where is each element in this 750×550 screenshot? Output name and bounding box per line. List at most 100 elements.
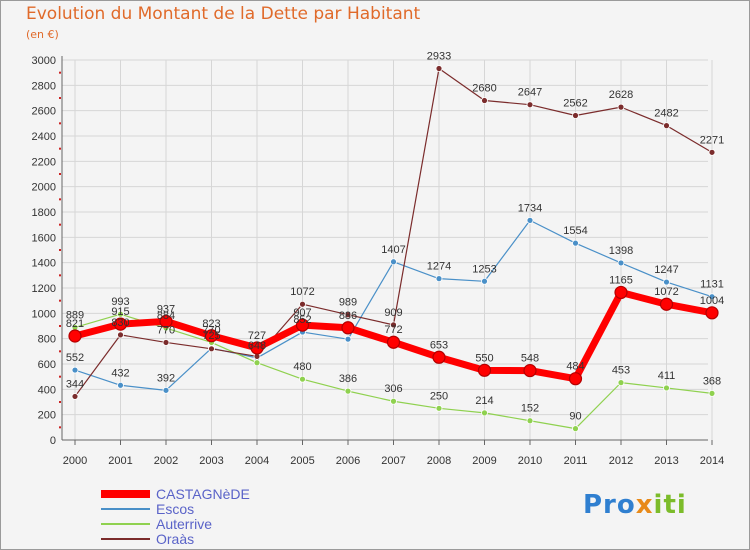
data-point (435, 404, 443, 412)
plot-area (62, 60, 708, 440)
data-label: 550 (475, 352, 493, 364)
data-label: 852 (293, 314, 311, 326)
data-label: 2562 (563, 97, 587, 109)
data-label: 480 (293, 361, 311, 373)
data-point (295, 318, 310, 332)
data-point (663, 384, 670, 392)
data-label: 548 (521, 353, 539, 365)
data-label: 884 (157, 310, 175, 322)
data-point (390, 397, 397, 405)
y-minor-tick (59, 198, 61, 201)
x-tick-label: 2002 (154, 455, 178, 467)
x-tick-label: 2004 (245, 455, 269, 467)
data-label: 1072 (654, 286, 678, 298)
data-label: 392 (157, 372, 175, 384)
y-tick-label: 200 (38, 410, 56, 422)
legend-label: Oraàs (156, 531, 194, 547)
data-point (159, 314, 173, 328)
data-label: 1407 (381, 244, 405, 256)
data-point (299, 300, 306, 308)
x-tick-label: 2012 (609, 455, 633, 467)
data-label: 727 (248, 330, 266, 342)
data-label: 770 (202, 324, 220, 336)
y-tick-label: 2000 (32, 182, 56, 194)
y-minor-tick (59, 173, 61, 175)
data-point (477, 363, 492, 377)
x-tick-label: 2005 (290, 455, 314, 467)
x-tick-label: 2007 (381, 455, 405, 467)
y-tick-label: 2600 (32, 106, 56, 118)
y-minor-tick (59, 426, 61, 429)
data-point (526, 417, 534, 425)
data-label: 2482 (654, 108, 678, 120)
y-minor-tick (59, 249, 61, 251)
data-label: 886 (339, 310, 357, 322)
y-minor-tick (59, 71, 61, 74)
data-label: 552 (66, 352, 84, 364)
data-point (117, 310, 124, 318)
data-label: 250 (430, 390, 448, 402)
data-label: 823 (202, 318, 220, 330)
data-label: 1253 (472, 263, 496, 275)
data-point (481, 277, 488, 285)
data-point (344, 335, 352, 343)
data-point (481, 409, 488, 417)
y-tick-label: 2200 (32, 156, 56, 168)
data-label: 484 (566, 361, 584, 373)
x-tick-label: 2013 (654, 455, 678, 467)
data-point (572, 425, 579, 433)
y-tick-label: 600 (38, 359, 56, 371)
y-minor-tick (59, 223, 61, 226)
data-point (390, 321, 397, 329)
data-label: 1274 (427, 261, 451, 273)
data-label: 453 (612, 365, 630, 377)
y-minor-tick (59, 375, 61, 378)
data-point (617, 103, 625, 111)
y-tick-label: 1600 (32, 232, 56, 244)
data-label: 1165 (609, 274, 633, 286)
y-minor-tick (59, 274, 61, 277)
data-point (435, 275, 443, 283)
data-label: 344 (66, 378, 84, 390)
data-point (344, 311, 352, 319)
data-point (572, 239, 579, 247)
data-label: 937 (157, 303, 175, 315)
data-label: 214 (475, 395, 493, 407)
x-tick-label: 2008 (427, 455, 451, 467)
x-tick-label: 2010 (518, 455, 542, 467)
y-tick-label: 400 (38, 384, 56, 396)
data-label: 772 (384, 324, 402, 336)
data-label: 152 (521, 403, 539, 415)
legend-label: CASTAGNèDE (156, 486, 250, 502)
data-point (435, 65, 443, 72)
y-tick-label: 1200 (32, 283, 56, 295)
legend-label: Escos (156, 501, 194, 517)
y-tick-label: 1000 (32, 308, 56, 320)
data-point (568, 372, 583, 386)
data-label: 907 (293, 307, 311, 319)
y-tick-label: 1800 (32, 207, 56, 219)
data-point (208, 345, 215, 353)
x-tick-label: 2003 (199, 455, 223, 467)
logo-part: Pro (583, 490, 636, 520)
y-minor-tick (59, 350, 61, 353)
data-point (68, 329, 82, 343)
data-point (614, 285, 628, 300)
y-tick-label: 2800 (32, 80, 56, 92)
data-point (204, 329, 219, 343)
data-label: 1734 (518, 202, 542, 214)
data-point (432, 350, 446, 364)
data-point (526, 216, 534, 224)
legend-label: Auterrive (156, 516, 212, 532)
y-tick-label: 2400 (32, 131, 56, 143)
data-label: 1004 (700, 295, 724, 307)
data-label: 915 (111, 306, 129, 318)
data-label: 1131 (700, 279, 724, 291)
y-tick-label: 3000 (32, 55, 56, 67)
data-point (117, 381, 124, 389)
data-point (386, 335, 401, 349)
data-label: 386 (339, 373, 357, 385)
y-tick-label: 0 (50, 435, 56, 447)
data-point (113, 317, 128, 331)
data-label: 1398 (609, 245, 633, 257)
